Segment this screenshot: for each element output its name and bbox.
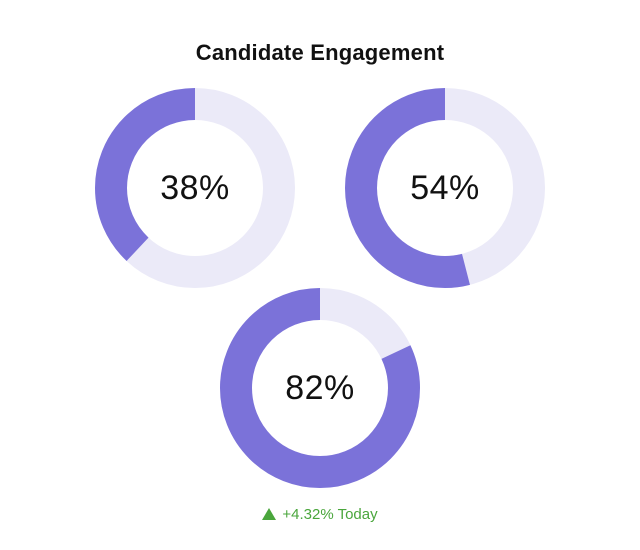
- donut-svg-2: [345, 88, 545, 288]
- donut-value-label-2: 54%: [410, 168, 480, 207]
- triangle-up-icon: [262, 507, 277, 520]
- donut-svg-1: [95, 88, 295, 288]
- donut-value-label-1: 38%: [160, 168, 230, 207]
- chart-title: Candidate Engagement: [195, 40, 445, 65]
- donut-svg-3: [220, 288, 420, 488]
- donut-chart-2: 54%: [345, 88, 545, 288]
- donut-value-label-3: 82%: [285, 368, 355, 407]
- donut-chart-3: 82%: [220, 288, 420, 488]
- donut-fill-2: [345, 88, 545, 288]
- trend-text: +4.32% Today: [282, 506, 378, 523]
- donut-fill-1: [95, 88, 295, 288]
- trend-footer: +4.32% Today: [0, 506, 640, 523]
- donut-fill-3: [220, 288, 420, 488]
- donut-chart-1: 38%: [95, 88, 295, 288]
